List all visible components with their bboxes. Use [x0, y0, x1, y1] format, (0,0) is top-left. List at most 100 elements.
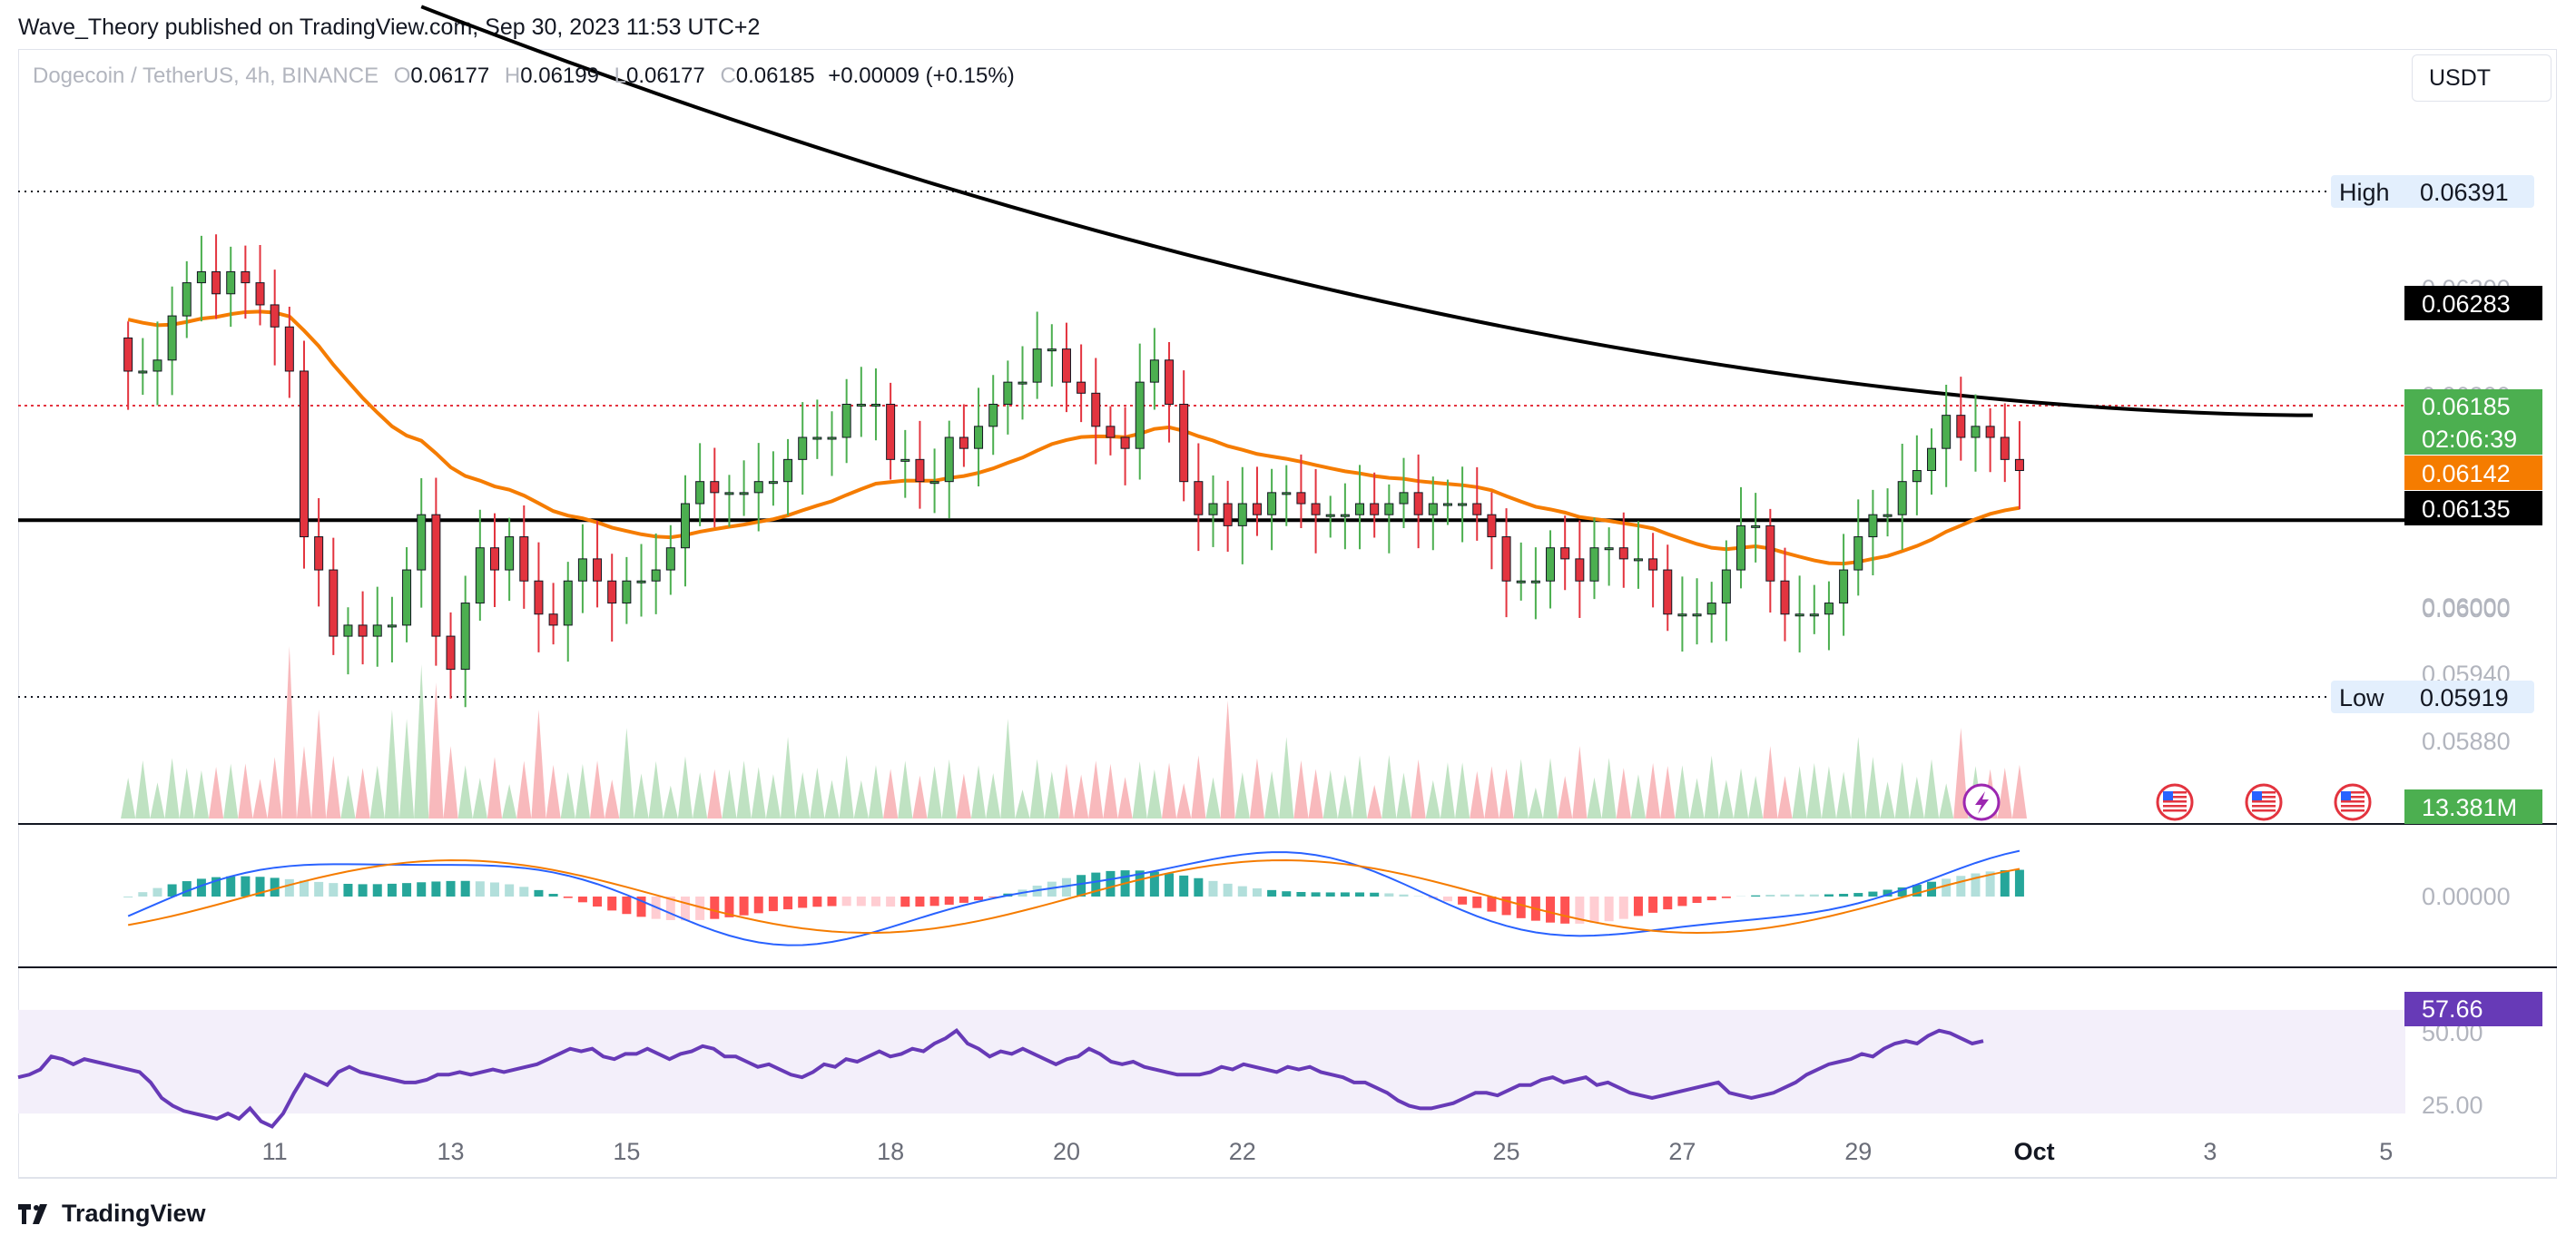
volume-bar: [531, 710, 546, 819]
volume-bar: [1234, 772, 1250, 819]
candle-body: [988, 403, 998, 427]
volume-bar: [839, 755, 854, 819]
macd-histogram-bar: [1633, 897, 1643, 917]
volume-bar: [1646, 762, 1661, 819]
volume-bar: [1132, 761, 1147, 819]
axis-tag-value: 0.06142: [2422, 460, 2511, 487]
candle-body: [1458, 503, 1468, 506]
us-flag-icon[interactable]: [2334, 783, 2372, 821]
us-flag-icon[interactable]: [2245, 783, 2283, 821]
candle-body: [798, 436, 808, 460]
volume-bar: [780, 737, 796, 819]
macd-histogram-bar: [563, 897, 573, 898]
volume-tag-value: 13.381M: [2422, 794, 2517, 821]
volume-bar: [502, 784, 517, 819]
macd-histogram-bar: [695, 897, 705, 920]
lightning-icon-bolt: [1975, 791, 1989, 814]
macd-histogram-bar: [1765, 895, 1775, 897]
candle-body: [1267, 492, 1277, 515]
candle-body: [372, 624, 382, 637]
candle-body: [1501, 536, 1511, 582]
candle-body: [768, 481, 778, 485]
candle-body: [753, 481, 763, 494]
volume-bar: [1513, 759, 1529, 819]
volume-layer: [121, 646, 2028, 819]
macd-histogram-bar: [241, 876, 251, 897]
us-flag-icon[interactable]: [2156, 783, 2194, 821]
volume-bar: [238, 763, 253, 819]
macd-histogram-bar: [1237, 886, 1247, 897]
macd-histogram-bar: [1546, 897, 1556, 923]
candle-body: [314, 536, 324, 571]
volume-bar: [927, 766, 942, 819]
volume-bar: [1146, 769, 1162, 819]
events-layer[interactable]: [1962, 783, 2372, 821]
candle-body: [1912, 470, 1922, 483]
macd-histogram-bar: [1355, 892, 1365, 897]
volume-bar: [1616, 768, 1631, 819]
macd-histogram-bar: [475, 881, 485, 897]
macd-histogram-bar: [636, 897, 646, 917]
candle-body: [460, 603, 470, 671]
volume-bar: [1997, 767, 2012, 819]
macd-histogram-bar: [827, 897, 837, 907]
macd-histogram-bar: [1282, 891, 1292, 897]
volume-bar: [398, 719, 415, 819]
volume-bar: [2011, 764, 2028, 819]
macd-histogram-bar: [1135, 870, 1145, 897]
volume-bar: [150, 782, 165, 819]
price-scale-label: 0.06000: [2422, 595, 2511, 622]
time-tick-label: 5: [2379, 1138, 2393, 1165]
macd-histogram-bar: [446, 880, 456, 897]
signal-line: [127, 859, 2020, 934]
macd-histogram-bar: [1442, 897, 1452, 902]
volume-bar: [1191, 755, 1206, 819]
volume-bar: [296, 746, 312, 819]
macd-histogram-bar: [1165, 873, 1175, 897]
macd-histogram-bar: [505, 884, 515, 897]
candle-body: [974, 426, 984, 449]
macd-histogram-bar: [886, 897, 896, 907]
currency-button[interactable]: USDT: [2412, 54, 2551, 102]
marker-value: 0.05919: [2420, 684, 2509, 711]
candle-body: [856, 403, 866, 407]
macd-histogram-bar: [1663, 897, 1673, 910]
axis-tag-value: 02:06:39: [2422, 426, 2517, 453]
macd-histogram-bar: [768, 897, 778, 912]
macd-histogram-bar: [680, 897, 690, 921]
marker-label: High: [2339, 179, 2390, 206]
macd-histogram-bar: [1868, 891, 1878, 897]
candle-body: [475, 547, 485, 604]
flag-stripe: [2341, 809, 2365, 812]
price-scale-label: 0.06000: [2422, 593, 2511, 621]
flag-stripe: [2341, 805, 2365, 808]
volume-bar: [677, 756, 693, 819]
tradingview-logo[interactable]: TradingView: [18, 1200, 206, 1228]
volume-bar: [941, 759, 957, 819]
macd-histogram-bar: [519, 887, 529, 897]
macd-histogram-bar: [1853, 893, 1863, 897]
volume-bar: [1894, 761, 1910, 819]
volume-bar: [384, 710, 399, 819]
volume-bar: [1763, 746, 1778, 819]
volume-bar: [1220, 701, 1235, 819]
macd-histogram-bar: [417, 882, 427, 897]
volume-bar: [795, 771, 811, 819]
lightning-icon[interactable]: [1962, 783, 2001, 821]
macd-histogram-bar: [870, 897, 880, 907]
candle-body: [680, 503, 690, 549]
candle-body: [1120, 436, 1130, 449]
candle-body: [343, 624, 353, 637]
candle-body: [1604, 547, 1614, 551]
time-tick-label: 3: [2203, 1138, 2217, 1165]
volume-bar: [1572, 746, 1588, 819]
macd-histogram-bar: [724, 897, 734, 917]
volume-bar: [1381, 755, 1397, 819]
volume-bar: [516, 760, 532, 819]
candle-body: [1428, 503, 1438, 515]
candle-body: [1736, 524, 1746, 571]
marker-value-bg: [2407, 681, 2534, 713]
flag-canton: [2252, 791, 2262, 800]
macd-histogram-bar: [314, 881, 324, 897]
